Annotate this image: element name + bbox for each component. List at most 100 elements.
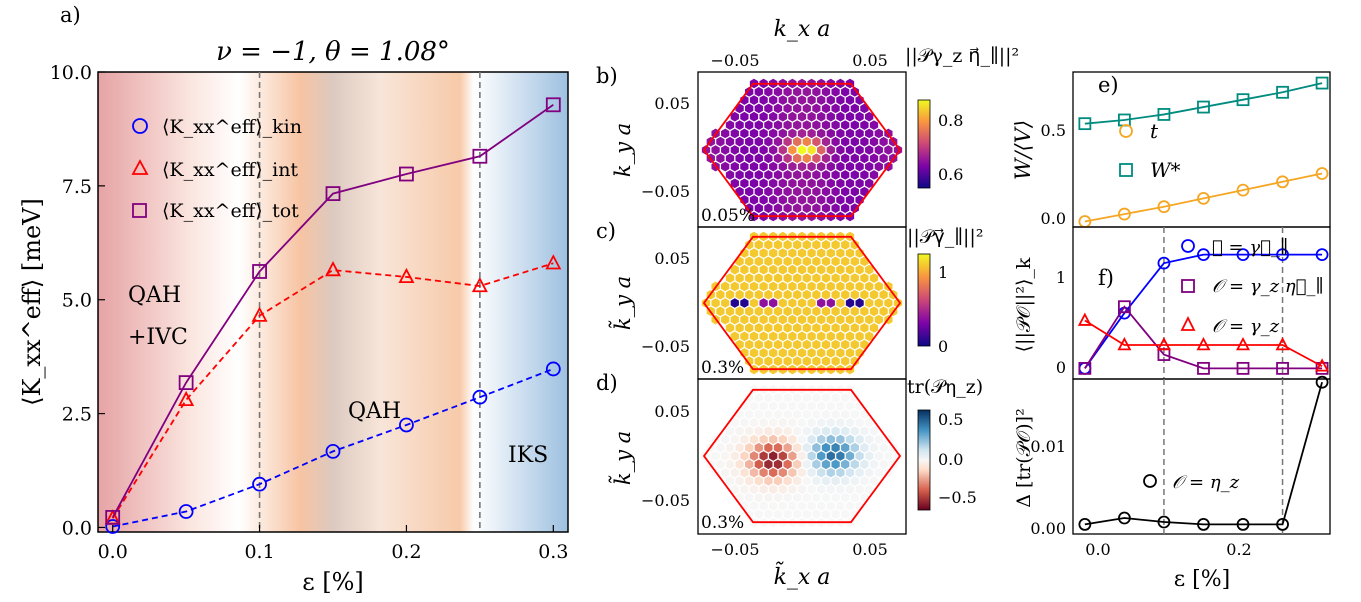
panel-c-letter: c)	[596, 219, 616, 243]
panel-a-frame	[97, 71, 569, 533]
heatmap-cell	[758, 450, 769, 462]
heatmap-cell	[797, 433, 807, 446]
heatmap-cell	[734, 289, 745, 301]
heatmap-cell	[773, 136, 783, 148]
heatmap-cell	[773, 86, 783, 98]
heatmap-cell	[811, 475, 822, 487]
heatmap-cell	[835, 160, 846, 173]
heatmap-cell	[830, 272, 841, 284]
data-point-kin	[178, 504, 194, 519]
heatmap-cell	[720, 144, 731, 156]
x-tick-label: 0.0	[98, 541, 128, 563]
heatmap-cell	[797, 127, 807, 140]
heatmap-cell	[864, 450, 875, 462]
heatmap-cell	[873, 160, 884, 173]
heatmap-cell	[758, 330, 769, 342]
heatmap-cell	[763, 425, 774, 437]
heatmap-cell	[729, 450, 740, 462]
panel-d-xtick-pos: 0.05	[852, 540, 888, 559]
panel-f-ytick-low: 0	[1056, 358, 1066, 377]
legend-marker-gamma-par	[1181, 239, 1195, 253]
heatmap-cell	[830, 119, 841, 131]
heatmap-cell	[792, 408, 803, 421]
heatmap-cell	[763, 255, 774, 268]
heatmap-cell	[864, 144, 875, 156]
panel-c: c) k̃_y a 0.05 −0.05 0.3% ||𝒫γ⃗_∥||² 1 0	[596, 219, 983, 380]
heatmap-cell	[859, 169, 870, 181]
heatmap-cell	[753, 272, 764, 284]
heatmap-cell	[845, 330, 855, 342]
heatmap-cell	[816, 330, 827, 342]
heatmap-cell	[744, 169, 755, 181]
legend-label-tot: ⟨K_xx^eff⟩_tot	[162, 200, 299, 222]
heatmap-cell	[873, 313, 884, 326]
heatmap-cell	[801, 491, 812, 504]
heatmap-cell	[763, 355, 774, 367]
heatmap-cell	[744, 152, 755, 164]
heatmap-cell	[821, 169, 831, 181]
heatmap-cell	[744, 255, 755, 268]
heatmap-cell	[835, 500, 846, 512]
heatmap-cell	[768, 177, 779, 189]
bz-hexagon-b	[702, 82, 902, 218]
heatmap-cell	[830, 491, 841, 504]
heatmap-cell	[845, 347, 855, 359]
heatmap-cell	[787, 160, 798, 173]
heatmap-cell	[782, 169, 793, 181]
heatmap-cell	[816, 500, 827, 512]
heatmap-cell	[763, 392, 774, 404]
heatmap-cell	[821, 355, 831, 367]
heatmap-cell	[710, 144, 721, 156]
heatmap-cell	[753, 338, 764, 351]
heatmap-cell	[830, 239, 841, 251]
heatmap-cell	[768, 194, 779, 206]
heatmap-cell	[753, 408, 764, 421]
heatmap-cell	[763, 491, 774, 504]
heatmap-cell	[758, 264, 769, 276]
series-line-wstar	[1084, 82, 1323, 125]
heatmap-cell	[763, 272, 774, 284]
heatmap-cell	[729, 313, 740, 326]
heatmap-cell	[777, 247, 788, 259]
heatmap-cell	[715, 458, 726, 470]
heatmap-cell	[801, 102, 812, 115]
heatmap-cell	[830, 322, 841, 334]
heatmap-cell	[849, 442, 860, 454]
heatmap-cell	[811, 119, 822, 131]
panel-b-ytick-neg: −0.05	[641, 182, 690, 201]
series-line-eta	[1084, 381, 1323, 526]
heatmap-cell	[739, 466, 750, 479]
heatmap-cell	[821, 86, 831, 98]
panel-a: 0.0 0.1 0.2 0.3 0.0 2.5 5.0 7.5 10.0 a) ν = −1, …	[18, 3, 569, 596]
heatmap-cell	[821, 119, 831, 131]
heatmap-cell	[797, 194, 807, 206]
heatmap-cell	[725, 152, 735, 164]
colorbar-d-tick-mid: 0.0	[938, 450, 963, 469]
region-label-iks: IKS	[508, 443, 548, 468]
heatmap-cell	[710, 450, 721, 462]
heatmap-cell	[864, 177, 875, 189]
heatmap-cell	[753, 239, 764, 251]
data-point-eta	[1276, 518, 1289, 531]
heatmap-cell	[830, 458, 841, 470]
heatmap-cell	[701, 297, 711, 309]
heatmap-cell	[792, 136, 803, 148]
heatmap-cell	[768, 347, 779, 359]
series-line-kin	[112, 368, 554, 528]
heatmap-cell	[845, 111, 855, 123]
heatmap-cell	[854, 177, 865, 189]
heatmap-cell	[840, 169, 851, 181]
heatmap-cell	[854, 280, 865, 293]
heatmap-cell	[797, 280, 807, 293]
panel-a-letter: a)	[60, 3, 81, 27]
bz-hexagon-c	[702, 235, 902, 371]
heatmap-cell	[758, 347, 769, 359]
heatmap-cell	[725, 475, 735, 487]
heatmap-cell	[773, 458, 783, 470]
panel-b-ylabel: k_y a	[611, 123, 635, 177]
heatmap-cell	[849, 491, 860, 504]
heatmap-cell	[725, 136, 735, 148]
heatmap-cell	[849, 475, 860, 487]
heatmap-cell	[734, 475, 745, 487]
legend-label-gamma-eta: 𝒪 = γ_z η⃗_∥	[1212, 276, 1324, 297]
